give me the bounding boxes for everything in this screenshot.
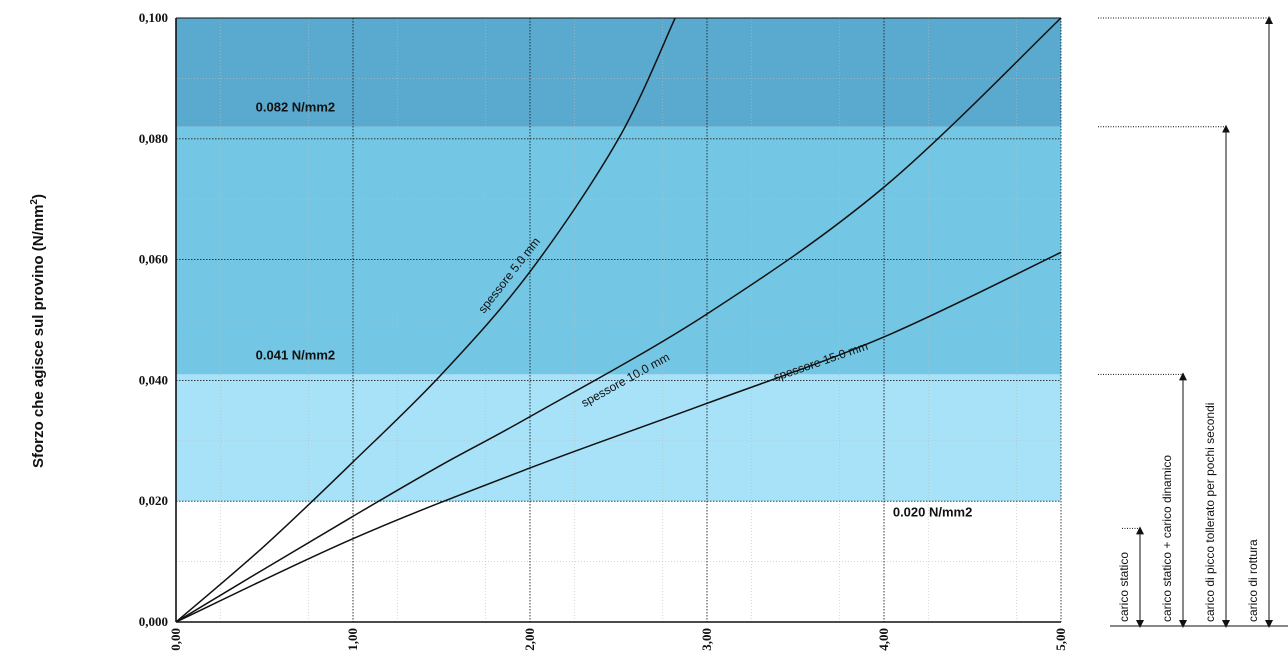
y-tick-label: 0,040 xyxy=(139,372,168,387)
x-tick-label: 5,00 xyxy=(1053,628,1068,651)
y-tick-label: 0,020 xyxy=(139,493,168,508)
curve-series-0 xyxy=(176,18,676,622)
load-level-label: carico di rottura xyxy=(1246,539,1260,622)
y-tick-label: 0,080 xyxy=(139,131,168,146)
x-tick-label: 0,00 xyxy=(168,628,183,651)
stress-band-0 xyxy=(176,374,1061,502)
band-threshold-label: 0.020 N/mm2 xyxy=(893,504,973,519)
x-tick-label: 2,00 xyxy=(522,628,537,651)
band-threshold-label: 0.082 N/mm2 xyxy=(256,100,336,115)
x-tick-label: 4,00 xyxy=(876,628,891,651)
stress-band-2 xyxy=(176,18,1061,127)
y-tick-label: 0,000 xyxy=(139,614,168,629)
load-level-label: carico statico + carico dinamico xyxy=(1160,455,1174,622)
stress-band-1 xyxy=(176,126,1061,375)
x-tick-label: 3,00 xyxy=(699,628,714,651)
curve-series-1 xyxy=(176,18,1061,622)
band-threshold-label: 0.041 N/mm2 xyxy=(256,347,336,362)
x-tick-label: 1,00 xyxy=(345,628,360,651)
load-level-label: carico di picco tollerato per pochi seco… xyxy=(1203,403,1217,622)
y-tick-label: 0,100 xyxy=(139,10,168,25)
load-level-label: carico statico xyxy=(1117,552,1131,622)
y-tick-label: 0,060 xyxy=(139,252,168,267)
curve-series-2 xyxy=(176,251,1061,622)
